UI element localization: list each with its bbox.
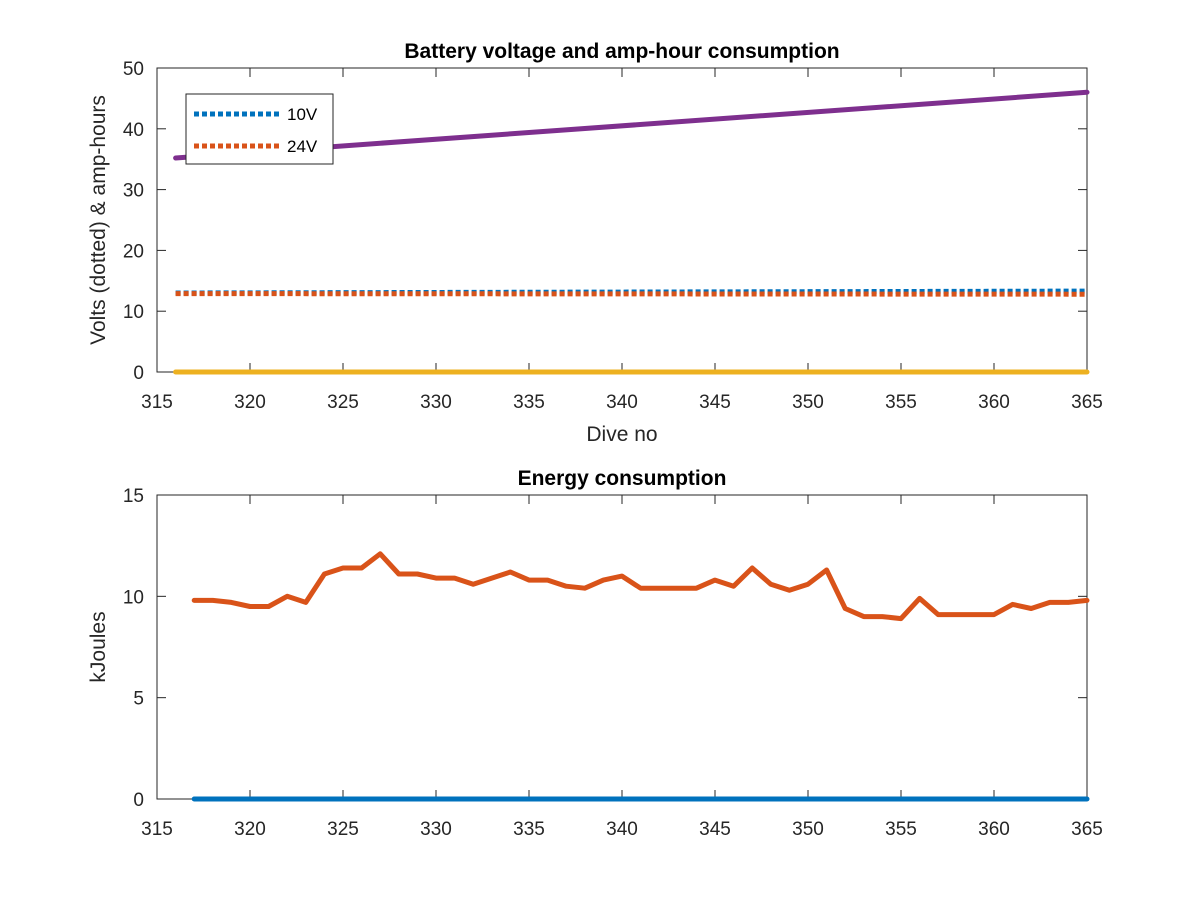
legend-label: 24V [287, 137, 318, 156]
x-tick-label: 330 [420, 392, 452, 413]
x-tick-label: 350 [792, 819, 824, 840]
x-tick-label: 335 [513, 819, 545, 840]
x-tick-label: 335 [513, 392, 545, 413]
x-tick-label: 320 [234, 819, 266, 840]
y-tick-label: 30 [123, 181, 144, 202]
x-tick-label: 340 [606, 819, 638, 840]
panel-battery: 315 320 325 330 335 340 345 350 355 360 365 0 10 20 30… [87, 40, 1103, 446]
x-tick-label: 325 [327, 819, 359, 840]
x-tick-label: 360 [978, 392, 1010, 413]
y-tick-label: 10 [123, 302, 144, 323]
y-tick-label: 0 [133, 790, 144, 811]
x-tick-label: 360 [978, 819, 1010, 840]
y-tick-label: 0 [133, 363, 144, 384]
chart-title: Battery voltage and amp-hour consumption [404, 40, 839, 63]
y-tick-label: 15 [123, 486, 144, 507]
y-tick-label: 5 [133, 689, 144, 710]
axes-box [156, 494, 1088, 800]
x-tick-label: 330 [420, 819, 452, 840]
x-tick-label: 355 [885, 819, 917, 840]
x-tick-label: 350 [792, 392, 824, 413]
x-tick-label: 365 [1071, 819, 1103, 840]
x-axis-label: Dive no [586, 423, 657, 446]
y-tick-label: 40 [123, 120, 144, 141]
series-line-1 [191, 551, 1090, 622]
x-tick-label: 320 [234, 392, 266, 413]
chart-title: Energy consumption [518, 467, 727, 490]
x-tick-label: 315 [141, 819, 173, 840]
x-tick-label: 325 [327, 392, 359, 413]
legend-label: 10V [287, 105, 318, 124]
x-tick-label: 365 [1071, 392, 1103, 413]
y-tick-label: 10 [123, 587, 144, 608]
y-axis-label: Volts (dotted) & amp-hours [87, 95, 110, 345]
panel-energy: 315 320 325 330 335 340 345 350 355 360 365 0 5 10 15 E… [87, 467, 1103, 840]
y-axis-label: kJoules [87, 611, 110, 682]
legend-box [185, 93, 334, 165]
y-tick-label: 50 [123, 59, 144, 80]
x-tick-label: 340 [606, 392, 638, 413]
x-tick-label: 345 [699, 819, 731, 840]
x-tick-label: 315 [141, 392, 173, 413]
y-tick-label: 20 [123, 241, 144, 262]
x-tick-label: 345 [699, 392, 731, 413]
x-tick-label: 355 [885, 392, 917, 413]
